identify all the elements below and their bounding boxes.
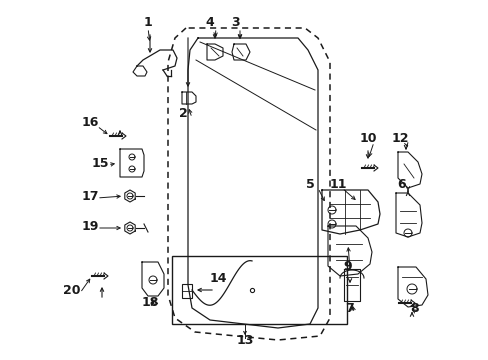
Text: 15: 15 bbox=[91, 157, 108, 170]
Text: 12: 12 bbox=[390, 131, 408, 144]
Text: 4: 4 bbox=[205, 15, 214, 28]
Text: 19: 19 bbox=[81, 220, 99, 233]
Bar bbox=[172, 256, 346, 324]
Text: 5: 5 bbox=[305, 177, 314, 190]
Text: 10: 10 bbox=[359, 131, 376, 144]
Text: 20: 20 bbox=[63, 284, 81, 297]
Text: 3: 3 bbox=[230, 15, 239, 28]
Text: 2: 2 bbox=[178, 107, 187, 120]
Text: 17: 17 bbox=[81, 189, 99, 202]
Text: 11: 11 bbox=[328, 177, 346, 190]
Text: 1: 1 bbox=[143, 15, 152, 28]
Text: 6: 6 bbox=[397, 177, 406, 190]
Text: 13: 13 bbox=[236, 333, 253, 346]
Bar bbox=[182, 284, 192, 298]
Text: 7: 7 bbox=[345, 302, 354, 315]
Text: 9: 9 bbox=[343, 261, 351, 274]
Text: 18: 18 bbox=[141, 296, 159, 309]
Text: 14: 14 bbox=[209, 271, 226, 284]
Text: 16: 16 bbox=[81, 116, 99, 129]
Text: 8: 8 bbox=[410, 302, 418, 315]
